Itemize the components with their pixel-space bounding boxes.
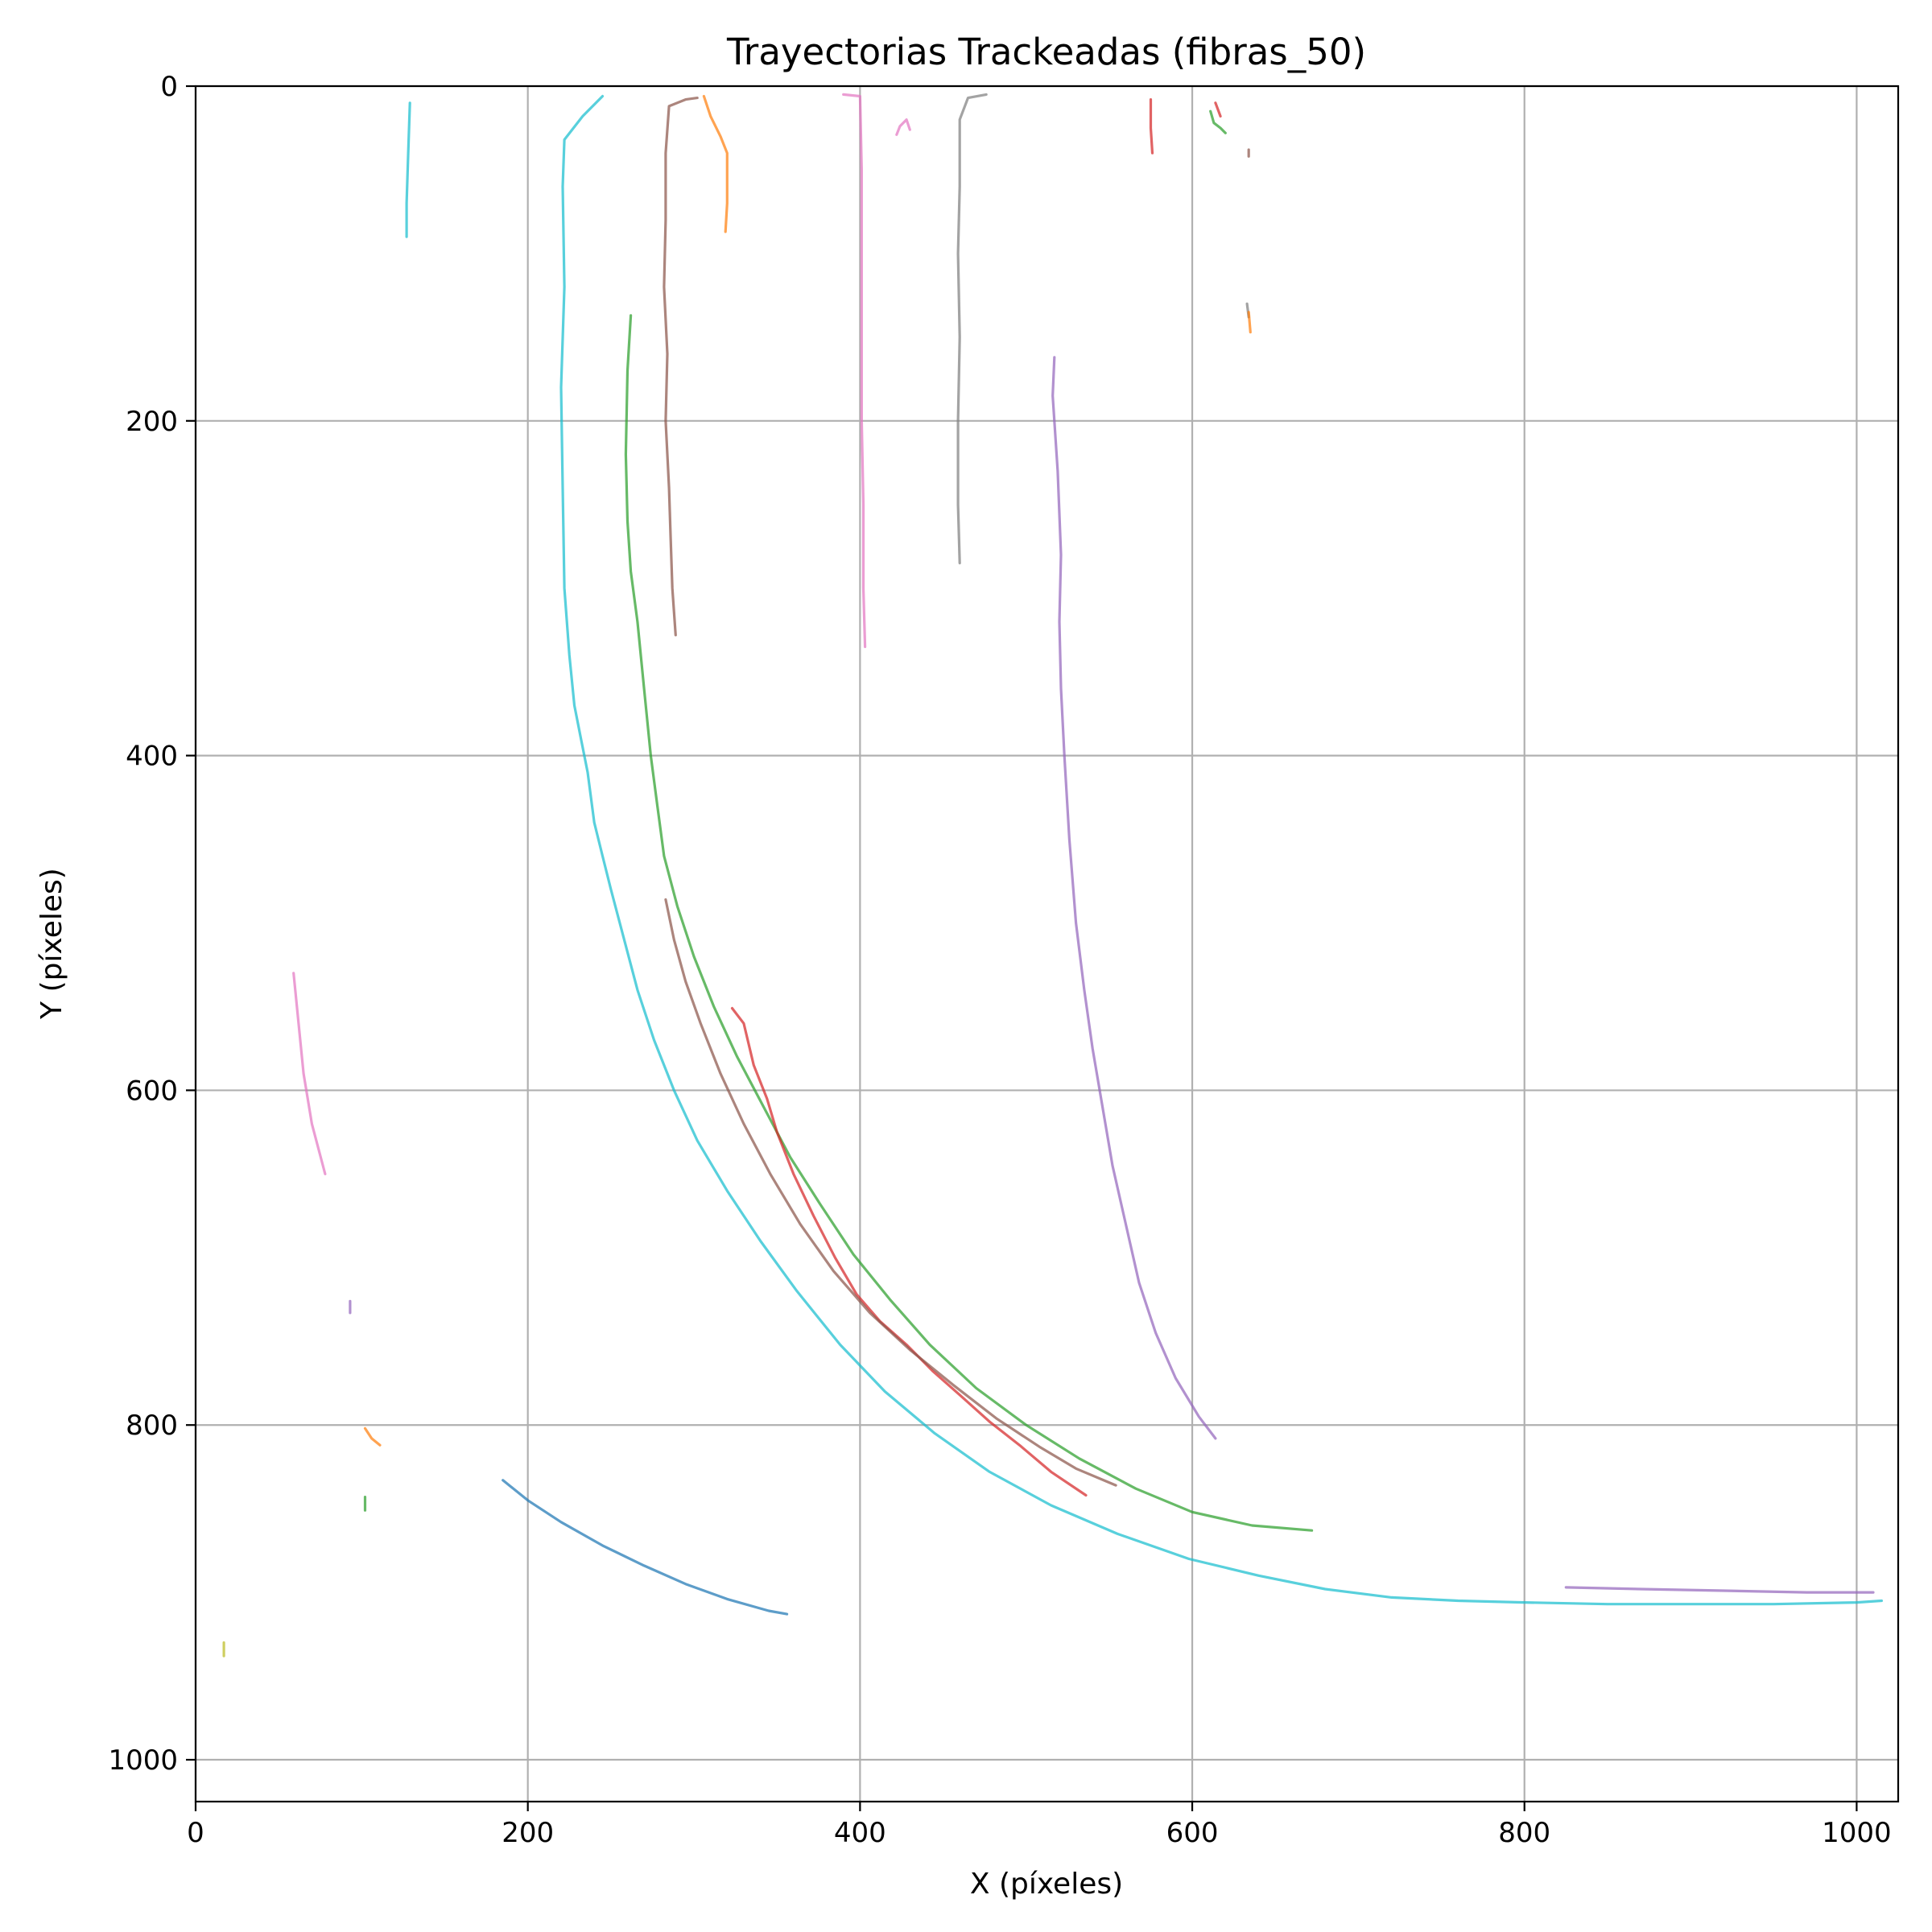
y-tick-label: 600 — [126, 1075, 178, 1107]
trajectory-19 — [1247, 311, 1252, 334]
trajectory-15 — [1209, 109, 1227, 134]
grid — [194, 85, 1898, 1802]
trajectory-6 — [1564, 1586, 1875, 1594]
ticks: 0 200 400 600 800 1000 0 200 400 600 800 1000 — [108, 71, 1891, 1849]
y-tick-label: 0 — [160, 71, 178, 103]
x-tick-label: 400 — [834, 1817, 886, 1849]
trajectory-9 — [702, 94, 729, 233]
x-tick-label: 0 — [187, 1817, 204, 1849]
trajectory-11 — [895, 118, 911, 136]
x-axis-label: X (píxeles) — [970, 1868, 1123, 1901]
trajectory-16 — [1214, 101, 1222, 118]
y-tick-label: 1000 — [108, 1744, 178, 1777]
trajectory-4 — [664, 898, 1117, 1487]
x-tick-label: 200 — [502, 1817, 554, 1849]
y-tick-label: 400 — [126, 741, 178, 773]
trajectory-8 — [663, 97, 699, 637]
y-tick-label: 800 — [126, 1410, 178, 1442]
x-tick-label: 800 — [1498, 1817, 1550, 1849]
series-layer — [222, 93, 1883, 1657]
trajectory-12 — [956, 93, 988, 565]
trajectory-2 — [624, 314, 1314, 1532]
trajectory-14 — [1149, 98, 1154, 155]
trajectory-3 — [730, 1006, 1088, 1497]
trajectory-13 — [405, 101, 411, 238]
y-tick-label: 200 — [126, 406, 178, 438]
trajectory-7 — [502, 1479, 789, 1616]
plot-frame — [194, 85, 1900, 1803]
x-tick-label: 600 — [1166, 1817, 1219, 1849]
y-axis-label: Y (píxeles) — [35, 868, 68, 1020]
chart-title: Trayectorias Trackeadas (fibras_50) — [726, 31, 1366, 73]
x-tick-label: 1000 — [1822, 1817, 1892, 1849]
trajectory-1 — [559, 94, 1883, 1606]
trajectory-22 — [363, 1426, 382, 1447]
trajectory-20 — [292, 972, 327, 1175]
trajectory-5 — [1051, 356, 1217, 1440]
trajectory-10 — [842, 93, 867, 649]
